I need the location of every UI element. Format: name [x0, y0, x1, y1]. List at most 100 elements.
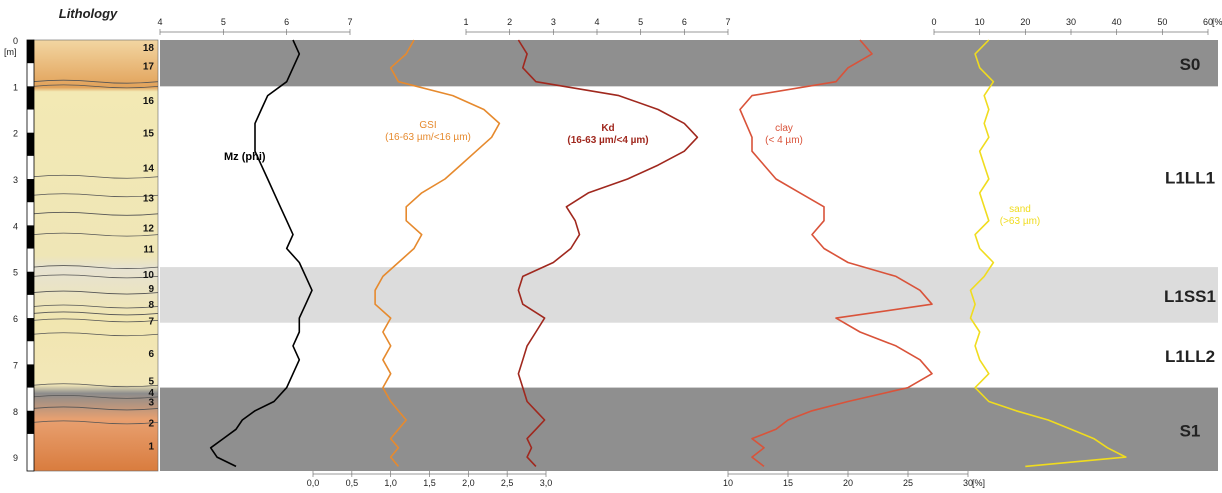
- top-axis-tick-label: 3: [551, 17, 556, 27]
- lithology-boundary: [32, 174, 159, 179]
- lithology-boundary: [32, 394, 159, 399]
- lithology-boundary: [32, 232, 159, 237]
- axes: 456712345670102030405060[%]0,00,51,01,52…: [157, 17, 1222, 488]
- unit-label-l1ss1: L1SS1: [1164, 287, 1216, 306]
- lithology-boundary: [32, 332, 159, 337]
- series-line-clay: [739, 39, 933, 468]
- bottom-axis-tick-label: 20: [843, 478, 853, 488]
- depth-scale-segment: [27, 318, 34, 342]
- sample-number: 11: [143, 245, 154, 256]
- sample-number: 6: [148, 349, 154, 360]
- sample-number: 18: [143, 43, 155, 54]
- unit-label-s1: S1: [1180, 421, 1201, 440]
- sample-number: 15: [143, 129, 155, 140]
- top-axis-tick-label: 4: [594, 17, 599, 27]
- sample-number: 3: [148, 397, 154, 408]
- depth-scale-segment: [27, 225, 34, 249]
- sample-number: 14: [143, 163, 155, 174]
- series-label-kd: Kd (16-63 µm/<4 µm): [567, 123, 648, 146]
- depth-tick-label: 9: [13, 453, 18, 463]
- series-lines: [209, 39, 1127, 468]
- depth-scale-segment: [27, 86, 34, 110]
- sample-number: 16: [143, 96, 155, 107]
- series-line-mz: [209, 39, 313, 468]
- lithology-boundary: [32, 318, 159, 323]
- sample-number: 1: [148, 442, 154, 453]
- sample-number: 13: [143, 194, 155, 205]
- lithology-boundary: [32, 79, 159, 84]
- bottom-axis-tick-label: 0,5: [346, 478, 359, 488]
- top-axis-tick-label: 7: [725, 17, 730, 27]
- lithology-boundary: [32, 311, 159, 316]
- unit-label-l1ll1: L1LL1: [1165, 169, 1215, 188]
- sample-number: 2: [148, 418, 154, 429]
- series-line-gsi: [374, 39, 501, 467]
- depth-tick-label: 0: [13, 36, 18, 46]
- sample-number: 8: [148, 300, 154, 311]
- depth-scale-segment: [27, 364, 34, 388]
- series-line-sand: [969, 39, 1127, 468]
- lithology-fill: [32, 39, 159, 472]
- top-axis-tick-label: 20: [1020, 17, 1030, 27]
- depth-tick-label: 4: [13, 221, 18, 231]
- depth-scale-segment: [27, 132, 34, 156]
- depth-tick-label: 7: [13, 360, 18, 370]
- bottom-axis-tick-label: 30: [963, 478, 973, 488]
- depth-tick-label: 2: [13, 129, 18, 139]
- lithology-boundary: [32, 193, 159, 198]
- depth-scale-segment: [27, 179, 34, 203]
- lithology-boundary: [32, 290, 159, 295]
- top-axis-tick-label: 5: [638, 17, 643, 27]
- lithology-boundary: [32, 274, 159, 279]
- top-axis-tick-label: 5: [221, 17, 226, 27]
- unit-bands: S0 L1LL1 L1SS1 L1LL2 S1: [160, 40, 1218, 471]
- sample-number: 4: [148, 388, 154, 399]
- depth-tick-label: 3: [13, 175, 18, 185]
- bottom-axis-tick-label: 25: [903, 478, 913, 488]
- depth-scale-segment: [27, 410, 34, 434]
- series-label-mz: Mz (phi): [224, 151, 266, 163]
- bottom-axis-tick-label: 10: [723, 478, 733, 488]
- bottom-axis-tick-label: 1,0: [384, 478, 397, 488]
- sample-number: 5: [148, 377, 154, 388]
- top-axis-tick-label: 10: [975, 17, 985, 27]
- series-label-gsi: GSI (16-63 µm/<16 µm): [385, 120, 471, 143]
- top-axis-tick-label: 7: [347, 17, 352, 27]
- lithology-boundary: [32, 265, 159, 269]
- sample-number: 9: [148, 284, 154, 295]
- sample-number: 10: [143, 270, 155, 281]
- top-axis-unit: [%]: [1212, 17, 1222, 27]
- sample-number: 7: [148, 316, 154, 327]
- bottom-axis-tick-label: 3,0: [540, 478, 553, 488]
- depth-tick-label: 5: [13, 268, 18, 278]
- sample-number: 17: [143, 61, 155, 72]
- top-axis-tick-label: 50: [1157, 17, 1167, 27]
- sample-number: 12: [143, 224, 155, 235]
- top-axis-tick-label: 2: [507, 17, 512, 27]
- unit-band-s1: [160, 387, 1218, 471]
- series-label-clay: clay (< 4 µm): [765, 123, 803, 146]
- series-label-sand: sand (>63 µm): [1000, 204, 1041, 227]
- top-axis-tick-label: 30: [1066, 17, 1076, 27]
- unit-band-l1ss1: [160, 267, 1218, 323]
- lithology-boundary: [32, 211, 159, 216]
- depth-tick-label: 8: [13, 407, 18, 417]
- bottom-axis-tick-label: 0,0: [307, 478, 320, 488]
- top-axis-tick-label: 6: [284, 17, 289, 27]
- depth-tick-label: 1: [13, 82, 18, 92]
- series-line-kd: [517, 39, 699, 467]
- bottom-axis-tick-label: 1,5: [423, 478, 436, 488]
- lithology-boundary: [32, 304, 159, 309]
- lithology-title: Lithology: [59, 6, 118, 21]
- top-axis-tick-label: 6: [682, 17, 687, 27]
- depth-scale-segment: [27, 271, 34, 295]
- top-axis-tick-label: 4: [157, 17, 162, 27]
- lithology-boundary: [32, 406, 159, 411]
- lithology-boundary: [32, 420, 159, 425]
- unit-label-l1ll2: L1LL2: [1165, 347, 1215, 366]
- top-axis-tick-label: 1: [463, 17, 468, 27]
- top-axis-tick-label: 0: [931, 17, 936, 27]
- top-axis-tick-label: 40: [1112, 17, 1122, 27]
